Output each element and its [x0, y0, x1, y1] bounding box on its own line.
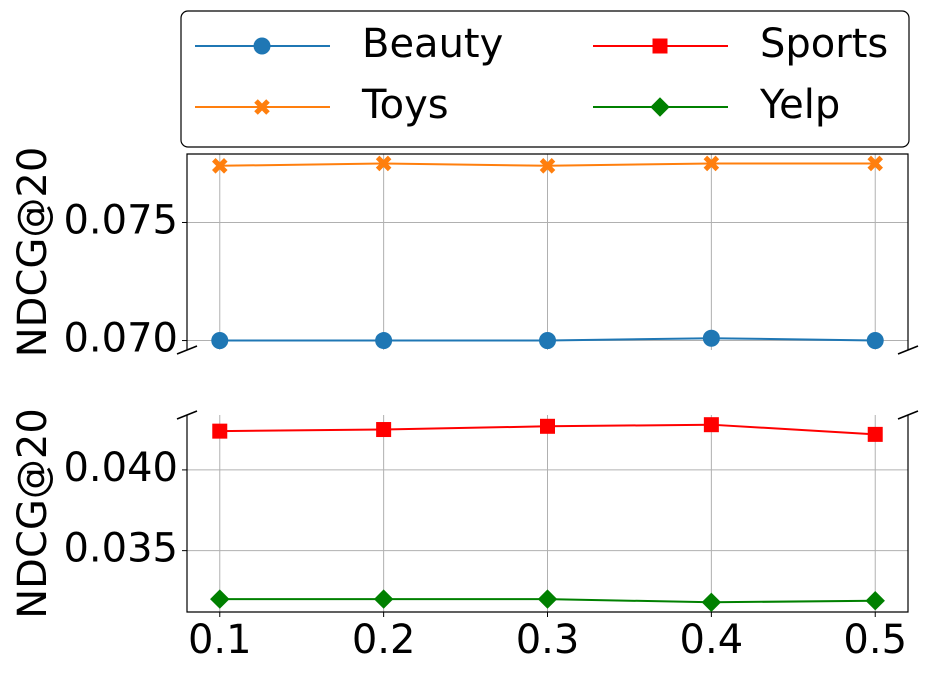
x-tick-label: 0.3 — [516, 617, 580, 663]
legend-label: Sports — [760, 21, 888, 67]
data-point — [703, 155, 720, 172]
data-point — [212, 158, 228, 174]
data-point — [373, 589, 394, 609]
data-point — [537, 589, 558, 609]
axis-spine — [186, 153, 909, 350]
data-point — [375, 332, 393, 350]
y-tick-label: 0.035 — [63, 526, 178, 572]
data-point — [210, 589, 230, 609]
data-point — [539, 158, 556, 174]
data-point — [867, 155, 883, 172]
data-point — [539, 332, 556, 350]
legend-marker — [650, 97, 670, 117]
data-point — [866, 332, 884, 350]
y-tick-label: 0.070 — [63, 316, 178, 362]
x-tick-label: 0.1 — [188, 617, 252, 663]
data-point — [212, 423, 228, 439]
data-point — [703, 417, 719, 433]
legend-label: Beauty — [362, 21, 503, 67]
x-tick-label: 0.2 — [352, 617, 416, 663]
data-point — [375, 155, 392, 172]
data-point — [540, 418, 555, 434]
data-point — [211, 332, 229, 350]
y-tick-label: 0.075 — [63, 197, 178, 243]
legend-marker — [254, 99, 270, 115]
y-axis-label: NDCG@20 — [10, 408, 56, 619]
y-axis-label: NDCG@20 — [10, 147, 56, 358]
legend-marker — [652, 38, 668, 54]
legend-marker — [253, 37, 271, 55]
legend-label: Yelp — [759, 82, 840, 128]
x-tick-label: 0.4 — [680, 617, 744, 663]
data-point — [865, 590, 885, 611]
axis-break — [176, 345, 919, 420]
y-tick-label: 0.040 — [63, 445, 178, 491]
axis-spine — [186, 415, 909, 613]
legend-label: Toys — [361, 82, 449, 128]
data-point — [702, 329, 720, 347]
data-point — [867, 426, 883, 442]
data-point — [376, 422, 392, 438]
data-point — [701, 592, 722, 613]
x-tick-label: 0.5 — [843, 617, 907, 663]
